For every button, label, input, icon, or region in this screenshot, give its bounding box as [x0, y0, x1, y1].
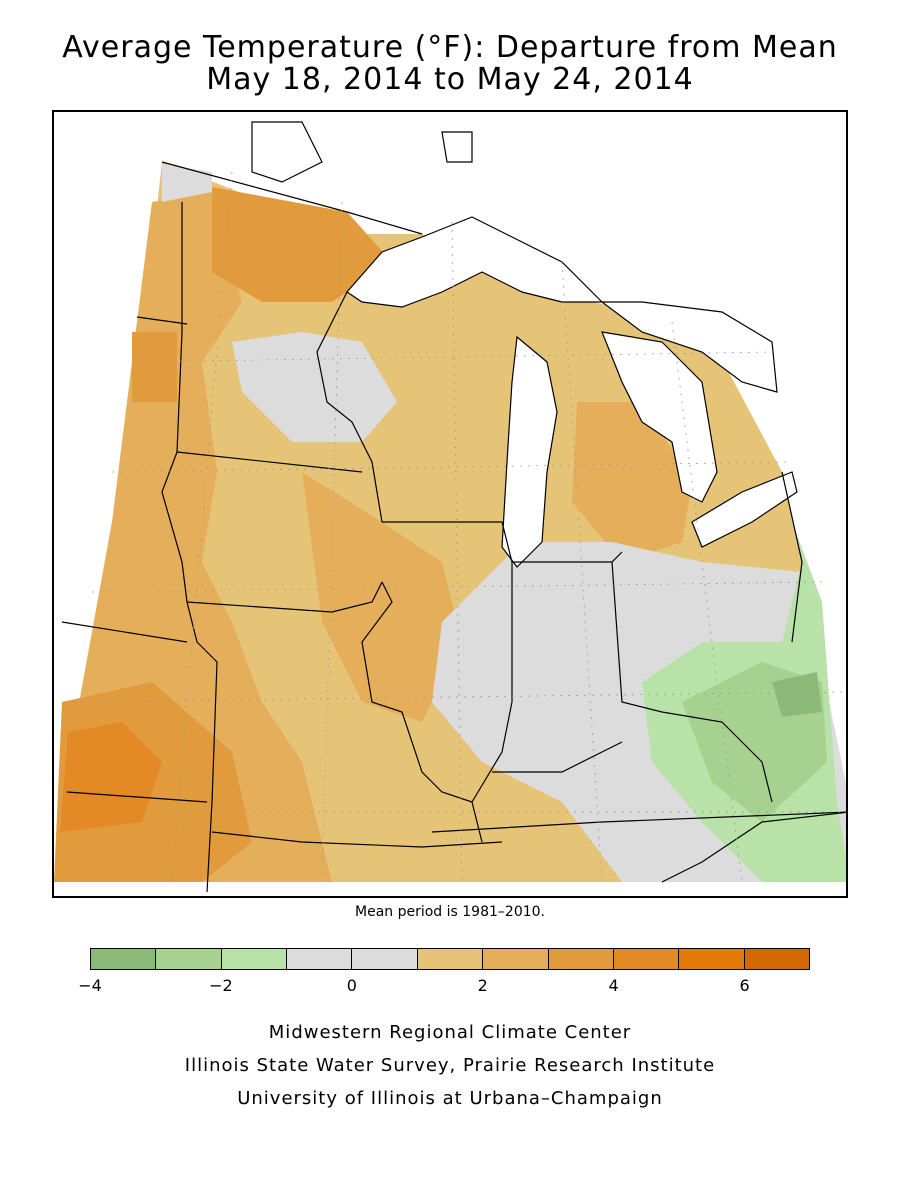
- credit-line-1: Midwestern Regional Climate Center: [268, 1022, 632, 1043]
- temp-area-neutral-northwest: [162, 164, 212, 202]
- legend-tick-label: 2: [477, 976, 488, 995]
- legend-swatch: [221, 949, 288, 969]
- legend-tick-label: −2: [209, 976, 233, 995]
- lake-erie: [691, 471, 798, 548]
- legend-swatch: [352, 949, 418, 969]
- legend-swatch: [548, 949, 614, 969]
- temp-area-north-minnesota: [212, 187, 392, 302]
- temp-area-far-southwest: [60, 722, 162, 832]
- legend-tick-label: −4: [78, 976, 102, 995]
- temp-area-iowa: [302, 472, 462, 722]
- canada-east: [600, 301, 778, 393]
- map-title: Average Temperature (°F): Departure from…: [62, 30, 838, 65]
- legend-swatch: [613, 949, 680, 969]
- temp-area-michigan: [572, 402, 692, 562]
- legend-tick-label: 6: [739, 976, 750, 995]
- map-panel: [52, 110, 848, 898]
- lake-superior: [346, 216, 604, 308]
- legend-tick-label: 0: [346, 976, 357, 995]
- lake-michigan: [501, 335, 558, 568]
- legend-swatch: [91, 949, 157, 969]
- graticule: [62, 171, 846, 883]
- credit-line-2: Illinois State Water Survey, Prairie Res…: [184, 1055, 716, 1076]
- legend-swatch: [679, 949, 745, 969]
- lake-huron: [601, 331, 718, 503]
- credit-line-3: University of Illinois at Urbana–Champai…: [237, 1088, 663, 1109]
- temp-area-neutral-minnesota: [232, 332, 397, 442]
- state-boundaries: [61, 161, 846, 893]
- map-canvas: [54, 121, 846, 893]
- legend-swatch: [287, 949, 353, 969]
- legend-swatch: [483, 949, 549, 969]
- color-legend: [90, 948, 810, 970]
- temp-area-cool-center: [772, 672, 822, 717]
- map-date-range: May 18, 2014 to May 24, 2014: [206, 62, 694, 97]
- mean-period-note: Mean period is 1981–2010.: [355, 904, 545, 920]
- legend-swatch: [744, 949, 809, 969]
- legend-tick-label: 4: [608, 976, 619, 995]
- canada-upper: [251, 121, 473, 183]
- legend-swatch: [156, 949, 222, 969]
- temp-area-northwest: [132, 332, 177, 402]
- legend-swatch: [417, 949, 484, 969]
